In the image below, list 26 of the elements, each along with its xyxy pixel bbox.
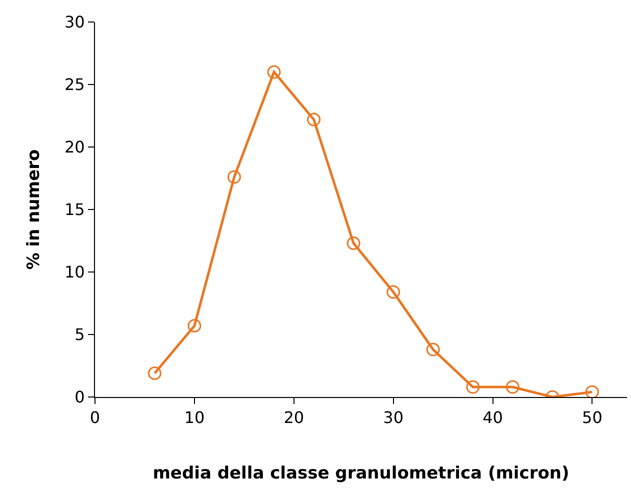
y-tick-label: 5 xyxy=(74,325,85,344)
point xyxy=(307,112,321,126)
point xyxy=(466,380,480,394)
point xyxy=(148,366,162,380)
point xyxy=(346,236,360,250)
point xyxy=(386,285,400,299)
y-axis-title: % in numero xyxy=(24,149,44,270)
y-tick-label: 20 xyxy=(64,138,85,157)
x-tick-label: 30 xyxy=(383,408,404,428)
point xyxy=(585,385,599,397)
x-axis-title: media della classe granulometrica (micron) xyxy=(152,464,570,484)
y-tick-label: 10 xyxy=(64,262,85,282)
y-tick-label: 30 xyxy=(64,12,85,32)
point xyxy=(506,380,520,394)
x-tick-label: 10 xyxy=(184,408,205,428)
point xyxy=(227,170,241,184)
x-tick-label: 40 xyxy=(482,408,503,428)
x-tick-label: 50 xyxy=(582,408,602,428)
point xyxy=(267,65,281,79)
x-tick-label: 0 xyxy=(90,408,100,428)
y-tick-label: 25 xyxy=(64,75,85,94)
point xyxy=(426,342,440,356)
x-tick-label: 20 xyxy=(284,408,304,428)
y-tick-label: 0 xyxy=(74,388,85,407)
point xyxy=(188,319,202,332)
y-tick-label: 15 xyxy=(64,200,85,220)
